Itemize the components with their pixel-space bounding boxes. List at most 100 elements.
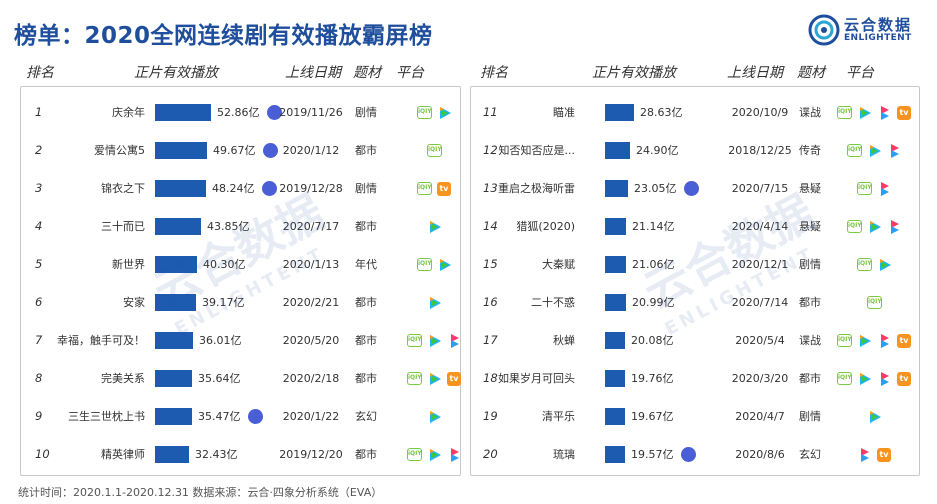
platform-icons: iQIY: [417, 257, 457, 273]
mgtv-icon: tv: [897, 372, 911, 386]
header-rank-left: 排名: [26, 65, 54, 81]
iqiyi-icon: iQIY: [407, 372, 422, 385]
release-date: 2020/3/20: [731, 372, 789, 385]
release-date: 2018/12/25: [728, 144, 792, 157]
show-title: 新世界: [112, 258, 145, 271]
rank-number: 7: [35, 333, 43, 347]
rank-number: 1: [35, 105, 43, 119]
table-row: 17 秋蝉 20.08亿 2020/5/4 谍战 iQIY tv: [471, 321, 919, 360]
show-title: 锦衣之下: [101, 182, 145, 195]
header-plays-right: 正片有效播放: [592, 65, 676, 81]
platform-icons: [427, 219, 447, 235]
iqiyi-icon: iQIY: [837, 106, 852, 119]
release-date: 2020/1/12: [282, 144, 340, 157]
platform-icons: iQIY: [407, 333, 467, 349]
plays-value: 28.63亿: [640, 106, 683, 119]
plays-value: 20.08亿: [631, 334, 674, 347]
table-row: 13 重启之极海听雷 23.05亿 2020/7/15 悬疑 iQIY: [471, 169, 919, 208]
plays-value: 21.14亿: [632, 220, 675, 233]
table-row: 6 安家 39.17亿 2020/2/21 都市: [21, 283, 460, 322]
genre: 玄幻: [799, 448, 821, 461]
page-title: 榜单：2020全网连续剧有效播放霸屏榜: [14, 23, 433, 49]
header-platform-right: 平台: [846, 65, 874, 81]
platform-icons: iQIY: [407, 447, 467, 463]
plays-value: 24.90亿: [636, 144, 679, 157]
release-date: 2020/2/21: [282, 296, 340, 309]
youku-icon: [891, 220, 899, 234]
genre: 都市: [355, 296, 377, 309]
platform-icons: [427, 295, 447, 311]
table-row: 1 庆余年 52.86亿 2019/11/26 剧情 iQIY: [21, 93, 460, 132]
table-row: 7 幸福，触手可及！ 36.01亿 2020/5/20 都市 iQIY: [21, 321, 460, 360]
internet-exclusive-icon: [267, 105, 282, 120]
iqiyi-icon: iQIY: [407, 448, 422, 461]
platform-icons: iQIY: [857, 257, 897, 273]
plays-value: 19.76亿: [631, 372, 674, 385]
show-title: 三十而已: [101, 220, 145, 233]
plays-value: 23.05亿: [634, 182, 677, 195]
genre: 都市: [355, 334, 377, 347]
show-title: 完美关系: [101, 372, 145, 385]
tencent-video-icon: [860, 335, 871, 347]
youku-icon: [861, 448, 869, 462]
tencent-video-icon: [860, 373, 871, 385]
release-date: 2020/1/13: [282, 258, 340, 271]
mgtv-icon: tv: [897, 334, 911, 348]
rank-number: 14: [483, 219, 498, 233]
release-date: 2020/12/1: [731, 258, 789, 271]
platform-icons: iQIY: [847, 143, 907, 159]
rank-number: 6: [35, 295, 43, 309]
plays-bar: [605, 294, 626, 311]
release-date: 2020/5/20: [282, 334, 340, 347]
mgtv-icon: tv: [437, 182, 451, 196]
plays-value: 48.24亿: [212, 182, 255, 195]
rank-number: 8: [35, 371, 43, 385]
plays-bar: [155, 180, 206, 197]
release-date: 2020/2/18: [282, 372, 340, 385]
header-rank-right: 排名: [480, 65, 508, 81]
mgtv-icon: tv: [447, 372, 461, 386]
table-row: 3 锦衣之下 48.24亿 2019/12/28 剧情 iQIY tv: [21, 169, 460, 208]
platform-icons: iQIY: [847, 219, 907, 235]
plays-value: 39.17亿: [202, 296, 245, 309]
iqiyi-icon: iQIY: [857, 182, 872, 195]
table-row: 2 爱情公寓5 49.67亿 2020/1/12 都市 iQIY: [21, 131, 460, 170]
enlightent-logo: 云合数据 ENLIGHTENT: [808, 12, 928, 48]
show-title: 三生三世枕上书: [68, 410, 145, 423]
release-date: 2020/10/9: [731, 106, 789, 119]
show-title: 秋蝉: [553, 334, 575, 347]
plays-bar: [605, 332, 625, 349]
plays-value: 43.85亿: [207, 220, 250, 233]
rank-number: 12: [483, 143, 498, 157]
header-genre-left: 题材: [353, 65, 381, 81]
tencent-video-icon: [430, 335, 441, 347]
release-date: 2020/8/6: [735, 448, 785, 461]
plays-value: 52.86亿: [217, 106, 260, 119]
platform-icons: iQIY tv: [407, 371, 467, 387]
platform-icons: iQIY: [417, 105, 457, 121]
table-row: 15 大秦赋 21.06亿 2020/12/1 剧情 iQIY: [471, 245, 919, 284]
plays-value: 49.67亿: [213, 144, 256, 157]
genre: 都市: [355, 220, 377, 233]
internet-exclusive-icon: [681, 447, 696, 462]
internet-exclusive-icon: [262, 181, 277, 196]
header-genre-right: 题材: [797, 65, 825, 81]
show-title: 安家: [123, 296, 145, 309]
rank-number: 3: [35, 181, 43, 195]
genre: 都市: [355, 448, 377, 461]
genre: 谍战: [799, 334, 821, 347]
release-date: 2020/5/4: [735, 334, 785, 347]
youku-icon: [881, 372, 889, 386]
genre: 剧情: [355, 106, 377, 119]
show-title: 幸福，触手可及！: [57, 334, 145, 347]
release-date: 2019/12/20: [279, 448, 343, 461]
table-row: 12 知否知否应是... 24.90亿 2018/12/25 传奇 iQIY: [471, 131, 919, 170]
tencent-video-icon: [430, 411, 441, 423]
plays-bar: [155, 218, 201, 235]
header-date-left: 上线日期: [285, 65, 341, 81]
iqiyi-icon: iQIY: [847, 220, 862, 233]
table-row: 9 三生三世枕上书 35.47亿 2020/1/22 玄幻: [21, 397, 460, 436]
genre: 谍战: [799, 106, 821, 119]
genre: 悬疑: [799, 220, 821, 233]
table-row: 16 二十不惑 20.99亿 2020/7/14 都市 iQIY: [471, 283, 919, 322]
